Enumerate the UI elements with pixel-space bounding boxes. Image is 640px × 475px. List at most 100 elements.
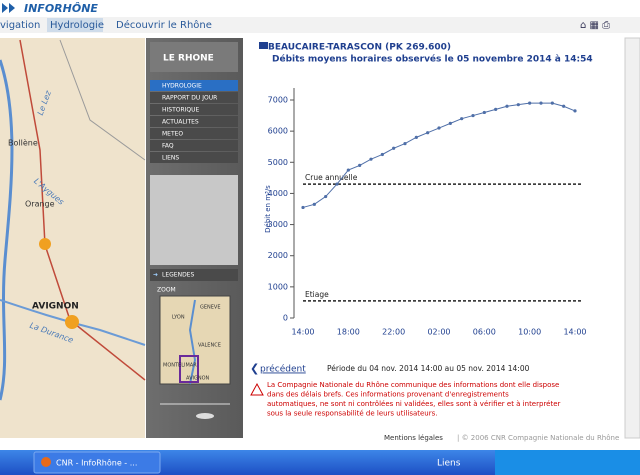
menu-item[interactable] — [150, 152, 238, 163]
nav-bar — [0, 17, 640, 33]
warning-icon — [250, 382, 264, 396]
zoom-handle[interactable] — [196, 413, 214, 419]
menu-item[interactable] — [150, 104, 238, 115]
data-point — [324, 194, 328, 199]
minimap-river — [188, 299, 197, 385]
menu-label[interactable]: HISTORIQUE — [162, 107, 200, 114]
legend-bar[interactable] — [150, 269, 238, 281]
menu-label[interactable]: FAQ — [162, 143, 174, 150]
zoom-label: ZOOM — [157, 287, 176, 294]
y-axis-label: Débit en m³/s — [264, 185, 272, 233]
minimap-label: AVIGNON — [186, 376, 210, 382]
y-tick-label: 1000 — [268, 282, 288, 291]
menu-item[interactable] — [150, 140, 238, 151]
minimap-label: GENEVE — [200, 305, 221, 311]
data-point — [426, 131, 430, 135]
data-point — [392, 146, 396, 150]
nav-link[interactable]: vigation — [0, 20, 40, 31]
nav-active — [47, 18, 103, 32]
sidebar-header — [150, 42, 238, 72]
data-point — [573, 109, 577, 113]
nav-link[interactable]: Découvrir le Rhône — [116, 19, 212, 31]
y-tick-label: 0 — [283, 314, 288, 323]
scrollbar[interactable] — [624, 37, 640, 439]
menu-label[interactable]: LIENS — [162, 155, 179, 162]
data-point — [312, 202, 316, 206]
chart-subtitle: Débits moyens horaires observés le 05 no… — [272, 54, 593, 65]
menu-label[interactable]: ACTUALITES — [162, 119, 199, 126]
data-point — [403, 142, 407, 146]
data-point — [414, 135, 418, 139]
map-label: Bollène — [8, 138, 38, 148]
data-point — [358, 163, 362, 167]
data-point — [471, 113, 475, 118]
station-marker[interactable] — [65, 315, 79, 329]
data-point — [562, 104, 566, 108]
menu-item[interactable] — [150, 128, 238, 139]
data-point — [494, 107, 498, 111]
minimap-frame — [179, 355, 199, 383]
y-tick-label: 6000 — [268, 127, 288, 136]
minimap-label: MONTELIMAR — [163, 363, 197, 369]
plot: 0 1000 2000 3000 4000 5000 6000 7000 14:00 18:00 2… — [268, 96, 587, 337]
sidebar-panel — [150, 175, 238, 265]
tray — [495, 450, 640, 475]
title-icon — [259, 42, 268, 49]
data-point — [346, 168, 350, 172]
links-toolbar[interactable]: Liens — [437, 459, 461, 469]
chart-title: BEAUCAIRE-TARASCON (PK 269.600) — [268, 43, 451, 53]
x-tick-label: 14:00 — [291, 328, 314, 337]
sidebar-title: LE RHONE — [163, 54, 214, 64]
menu-label[interactable]: RAPPORT DU JOUR — [162, 95, 217, 102]
data-point — [437, 126, 441, 130]
reference-label: Etiage — [305, 290, 329, 299]
map-label: Orange — [25, 200, 55, 209]
y-tick-label: 5000 — [268, 158, 288, 167]
road — [59, 39, 146, 161]
warning-line: sous la seule responsabilité de leurs ut… — [267, 410, 438, 418]
legend-label[interactable]: LEGENDES — [162, 272, 194, 279]
x-tick-label: 06:00 — [473, 328, 496, 337]
minimap[interactable] — [159, 295, 231, 385]
data-point — [539, 101, 543, 105]
menu-label[interactable]: METEO — [162, 131, 183, 138]
data-point — [505, 104, 509, 108]
data-point — [335, 182, 339, 186]
task-button[interactable] — [33, 451, 161, 474]
warning-line: dans des délais brefs. Ces informations … — [267, 391, 509, 399]
content-bg — [243, 38, 625, 438]
task-icon — [41, 457, 51, 467]
warning-line: automatiques, ne sont ni contrôlées ni v… — [267, 400, 561, 408]
map-bg — [0, 38, 145, 438]
river — [0, 299, 146, 346]
menu-item[interactable] — [150, 116, 238, 127]
y-tick-label: 7000 — [268, 96, 288, 105]
warning: La Compagnie Nationale du Rhône communiq… — [267, 381, 561, 418]
data-point — [301, 205, 305, 210]
x-tick-label: 22:00 — [382, 328, 405, 337]
x-tick-label: 10:00 — [518, 328, 541, 337]
data-point — [516, 103, 520, 107]
menu-label[interactable]: HYDROLOGIE — [162, 83, 202, 90]
menu-item[interactable] — [150, 92, 238, 103]
nav-link[interactable]: Hydrologie — [50, 20, 104, 31]
menu-item[interactable] — [150, 80, 238, 91]
reference-label: Crue annuelle — [305, 173, 358, 182]
data-point — [460, 117, 464, 121]
task-label[interactable]: CNR - InfoRhône - ... — [56, 458, 137, 468]
minimap-label: LYON — [172, 315, 185, 321]
y-tick-label: 4000 — [268, 189, 288, 198]
map-label: AVIGNON — [32, 302, 79, 312]
toolbar-icons[interactable]: ⌂ ▦ ⎙ — [580, 20, 610, 31]
data-point — [528, 101, 532, 105]
minimap-label: VALENCE — [198, 343, 221, 349]
x-tick-label: 02:00 — [427, 328, 450, 337]
prev-arrow[interactable]: ❮ — [250, 362, 259, 375]
y-tick-label: 3000 — [268, 220, 288, 229]
logo-icon — [2, 3, 15, 13]
station-marker[interactable] — [39, 238, 51, 250]
previous-link[interactable]: précédent — [260, 364, 306, 375]
period: Période du 04 nov. 2014 14:00 au 05 nov.… — [327, 364, 530, 373]
footer-legal[interactable]: Mentions légales — [384, 434, 443, 442]
